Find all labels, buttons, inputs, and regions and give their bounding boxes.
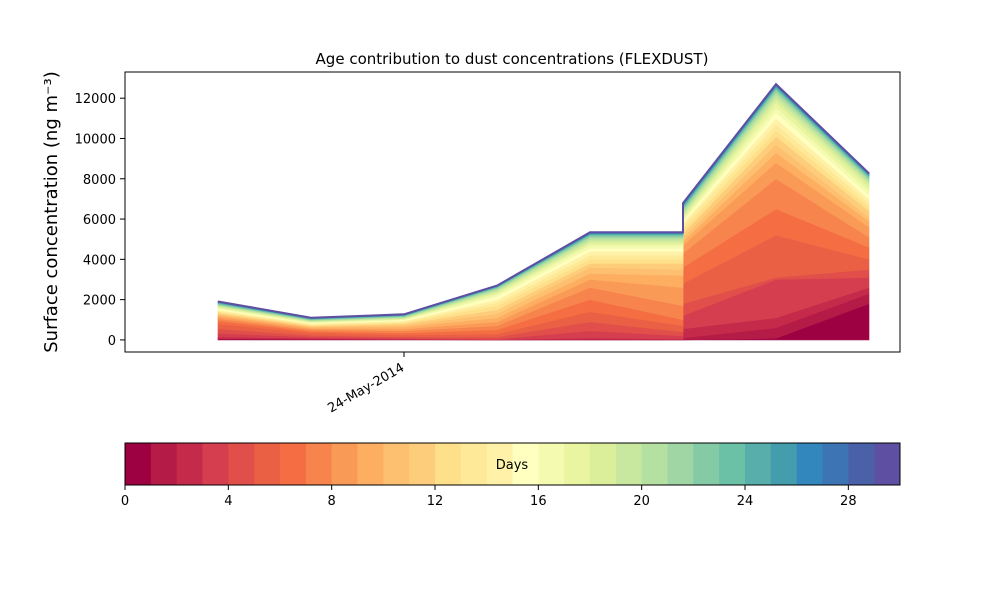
y-tick-label: 8000	[83, 173, 116, 188]
colorbar-tick-label: 8	[328, 494, 336, 509]
colorbar-cell	[512, 443, 539, 485]
y-axis-label: Surface concentration (ng m⁻³)	[41, 71, 62, 353]
colorbar-cell	[745, 443, 772, 485]
y-axis-ticks: 0 2000 4000 6000 8000 10000 12000	[75, 92, 125, 349]
y-tick-label: 12000	[75, 92, 116, 107]
colorbar-cell	[150, 443, 178, 485]
colorbar-tick-label: 12	[427, 494, 444, 509]
colorbar: Days 0 4 8 12 16 20 24 28	[121, 442, 901, 509]
colorbar-tick-label: 20	[633, 494, 650, 509]
colorbar-cell	[305, 443, 333, 485]
colorbar-cell	[176, 443, 203, 485]
colorbar-cell	[667, 443, 694, 485]
colorbar-cell	[280, 443, 307, 485]
colorbar-cells	[125, 443, 901, 485]
colorbar-cell	[719, 443, 746, 485]
colorbar-cell	[254, 443, 281, 485]
colorbar-cell	[796, 443, 823, 485]
colorbar-tick-label: 28	[840, 494, 857, 509]
colorbar-cell	[460, 443, 488, 485]
colorbar-ticks: 0 4 8 12 16 20 24 28	[121, 485, 857, 509]
plot-area: 0 2000 4000 6000 8000 10000 12000 24-May-2014	[75, 71, 901, 416]
colorbar-frame	[124, 442, 901, 486]
colorbar-cell	[848, 443, 875, 485]
colorbar-cell	[564, 443, 591, 485]
colorbar-cell	[874, 443, 901, 485]
y-tick-label: 2000	[83, 294, 116, 309]
colorbar-cell	[409, 443, 436, 485]
x-tick-label: 24-May-2014	[325, 360, 407, 416]
colorbar-tick-label: 0	[121, 494, 129, 509]
colorbar-cell	[590, 443, 617, 485]
colorbar-cell	[615, 443, 643, 485]
total-outline	[217, 82, 870, 319]
colorbar-cell	[228, 443, 255, 485]
stacked-areas	[217, 82, 870, 341]
chart-title: Age contribution to dust concentrations …	[316, 50, 709, 68]
colorbar-cell	[383, 443, 410, 485]
colorbar-cell	[538, 443, 565, 485]
colorbar-tick-label: 4	[224, 494, 232, 509]
y-tick-label: 4000	[83, 253, 116, 268]
colorbar-tick-label: 24	[737, 494, 754, 509]
colorbar-label: Days	[496, 458, 529, 473]
x-axis-ticks: 24-May-2014	[325, 352, 407, 416]
plot-frame	[124, 71, 901, 353]
y-tick-label: 0	[108, 334, 116, 349]
colorbar-cell	[770, 443, 798, 485]
colorbar-tick-label: 16	[530, 494, 547, 509]
y-tick-label: 10000	[75, 132, 116, 147]
colorbar-cell	[331, 443, 358, 485]
colorbar-cell	[641, 443, 668, 485]
colorbar-cell	[486, 443, 513, 485]
colorbar-cell	[125, 443, 152, 485]
y-tick-label: 6000	[83, 213, 116, 228]
colorbar-cell	[693, 443, 720, 485]
colorbar-cell	[202, 443, 229, 485]
colorbar-cell	[357, 443, 384, 485]
colorbar-cell	[435, 443, 462, 485]
colorbar-cell	[822, 443, 849, 485]
